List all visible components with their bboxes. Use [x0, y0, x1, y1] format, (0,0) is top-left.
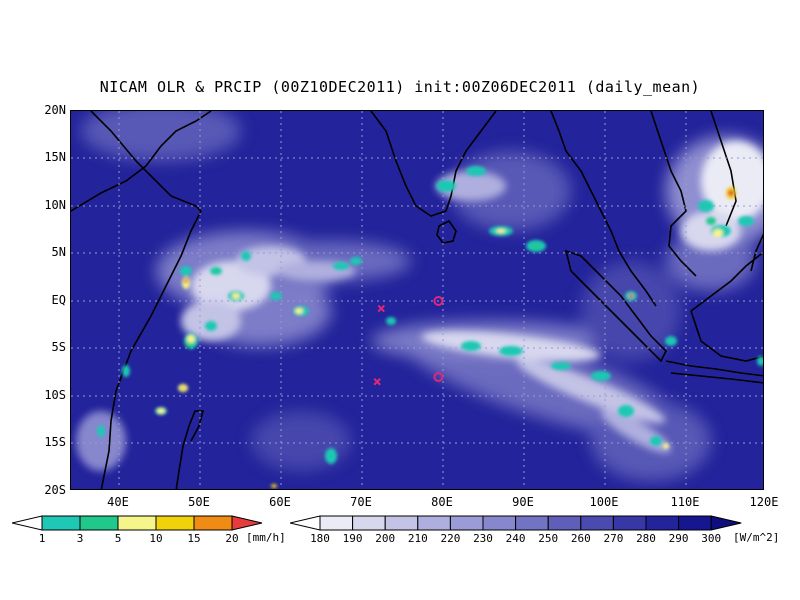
colorbar-swatch: [417, 515, 451, 531]
colorbar-swatch: [155, 515, 195, 531]
colorbar-swatch: [352, 515, 386, 531]
colorbar-swatch: [449, 515, 484, 531]
olr-colorbar-label: 180: [310, 532, 330, 545]
lon-tick-label: 80E: [431, 495, 453, 509]
precip-colorbar-label: 20: [225, 532, 239, 545]
lat-tick-label: 10N: [44, 198, 66, 212]
colorbar-swatch: [41, 515, 81, 531]
lat-tick-label: EQ: [51, 293, 66, 307]
marker-layer: [373, 296, 444, 386]
colorbar-swatch: [678, 515, 712, 531]
grid-lines: [71, 111, 763, 489]
colorbar-arrow-low: [12, 515, 43, 531]
olr-colorbar-label: 240: [505, 532, 526, 545]
olr-colorbar-label: 200: [375, 532, 396, 545]
colorbar-swatch: [193, 515, 233, 531]
lat-tick-label: 5S: [51, 340, 66, 354]
colorbar-swatch: [319, 515, 354, 531]
colorbar-arrow-low: [290, 515, 321, 531]
map-canvas: [71, 111, 763, 489]
olr-colorbar-label: 190: [342, 532, 363, 545]
circle-marker: [433, 372, 444, 382]
lat-tick-label: 15S: [44, 435, 66, 449]
lon-tick-label: 70E: [350, 495, 372, 509]
colorbar-arrow-high: [710, 515, 742, 531]
cross-marker: [377, 304, 385, 313]
precip-field: [97, 166, 763, 488]
olr-unit-label: [W/m^2]: [733, 531, 780, 544]
coastlines: [71, 111, 763, 489]
precip-colorbar-label: 5: [114, 532, 122, 545]
lat-tick-label: 15N: [44, 150, 66, 164]
olr-colorbar-label: 270: [603, 532, 624, 545]
colorbar-swatch: [117, 515, 157, 531]
lon-tick-label: 110E: [670, 495, 700, 509]
olr-colorbar: [290, 515, 742, 531]
olr-colorbar-label: 290: [668, 532, 689, 545]
colorbar-swatch: [580, 515, 614, 531]
colorbar-swatch: [482, 515, 517, 531]
lon-tick-label: 90E: [512, 495, 534, 509]
chart-title: NICAM OLR & PRCIP (00Z10DEC2011) init:00…: [99, 78, 701, 96]
lat-tick-label: 20N: [44, 103, 66, 117]
precip-colorbar-label: 15: [187, 532, 201, 545]
precip-colorbar-label: 10: [149, 532, 163, 545]
lat-tick-label: 10S: [44, 388, 66, 402]
lat-tick-label: 20S: [44, 483, 66, 497]
colorbar-swatch: [645, 515, 680, 531]
olr-colorbar-label: 250: [538, 532, 559, 545]
lon-tick-label: 100E: [589, 495, 619, 509]
map-panel: [70, 110, 764, 490]
precip-colorbar-label: 3: [76, 532, 84, 545]
colorbar-swatch: [612, 515, 647, 531]
precip-unit-label: [mm/h]: [246, 531, 286, 544]
lon-tick-label: 120E: [749, 495, 779, 509]
lat-tick-label: 5N: [51, 245, 66, 259]
olr-colorbar-label: 210: [407, 532, 428, 545]
cross-marker: [373, 378, 381, 386]
colorbar-swatch: [547, 515, 582, 531]
colorbar-swatch: [515, 515, 549, 531]
precip-colorbar-label: 1: [38, 532, 46, 545]
colorbar-arrow-high: [231, 515, 263, 531]
lon-tick-label: 60E: [269, 495, 291, 509]
colorbar-swatch: [384, 515, 419, 531]
circle-marker: [433, 296, 444, 306]
olr-colorbar-label: 220: [440, 532, 461, 545]
olr-colorbar-label: 280: [636, 532, 656, 545]
olr-colorbar-label: 300: [701, 532, 722, 545]
olr-colorbar-label: 230: [473, 532, 493, 545]
colorbar-swatch: [79, 515, 119, 531]
lon-tick-label: 40E: [107, 495, 129, 509]
lon-tick-label: 50E: [188, 495, 210, 509]
precip-colorbar: [12, 515, 263, 531]
olr-colorbar-label: 260: [570, 532, 591, 545]
